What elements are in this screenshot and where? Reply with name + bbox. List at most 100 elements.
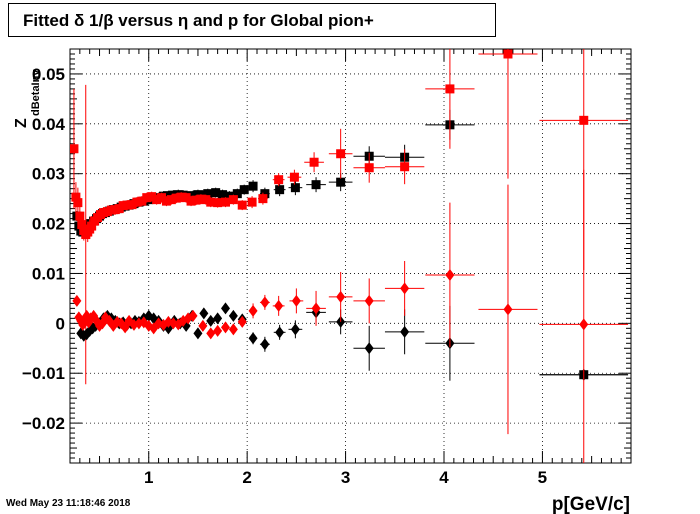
data-marks (70, 49, 629, 463)
y-tick-label: 0 (56, 314, 65, 333)
data-point (336, 290, 346, 303)
data-point (203, 189, 213, 199)
data-point (70, 144, 79, 154)
data-point (73, 198, 83, 208)
data-point (221, 321, 231, 334)
data-point (201, 195, 211, 205)
data-point (213, 324, 223, 337)
data-point (237, 200, 247, 210)
data-point (127, 200, 137, 210)
data-point (87, 221, 97, 231)
plot-frame (69, 48, 632, 464)
y-tick-label: 0.01 (32, 264, 65, 283)
y-axis-label-main: Z (13, 118, 30, 128)
data-point (336, 177, 346, 187)
data-point (137, 196, 147, 206)
data-point (142, 193, 152, 203)
data-point (260, 189, 270, 199)
y-tick-label: 0.05 (32, 65, 65, 84)
grid (70, 49, 631, 463)
data-point (213, 312, 223, 325)
data-point (221, 197, 231, 207)
y-axis-label-sub: dBetaInv (30, 69, 42, 116)
data-point (503, 303, 513, 316)
data-point (247, 197, 257, 207)
data-point (248, 304, 258, 317)
data-point (260, 296, 270, 309)
data-point (400, 325, 410, 338)
data-point (196, 194, 206, 204)
data-point (228, 309, 238, 322)
data-point (445, 268, 455, 281)
data-point (400, 162, 410, 172)
series-3 (72, 169, 629, 463)
x-tick-label: 4 (439, 468, 449, 487)
data-point (579, 115, 589, 125)
data-point (503, 49, 513, 59)
data-point (166, 195, 176, 205)
y-tick-label: −0.02 (22, 414, 65, 433)
data-point (206, 327, 216, 340)
data-point (213, 198, 223, 208)
x-tick-label: 5 (538, 468, 547, 487)
data-point (237, 315, 247, 328)
data-point (248, 181, 258, 191)
data-point (274, 175, 284, 185)
data-point (364, 163, 374, 173)
y-tick-label: 0.03 (32, 165, 65, 184)
x-tick-label: 1 (144, 468, 153, 487)
chart-title: Fitted δ 1/β versus η and p for Global p… (23, 11, 374, 30)
data-point (232, 189, 242, 199)
series-1 (70, 49, 629, 385)
data-point (364, 342, 374, 355)
data-point (206, 197, 216, 207)
timestamp: Wed May 23 11:18:46 2018 (6, 498, 131, 509)
x-tick-label: 3 (341, 468, 350, 487)
y-axis-label: Z dBetaInv (13, 69, 42, 128)
axes: 1 2 3 4 5 −0.02 −0.01 0 0.01 0.02 0.03 0.04 0.05 (22, 48, 632, 487)
data-point (186, 196, 196, 206)
data-point (228, 323, 238, 336)
data-point (171, 193, 181, 203)
data-point (211, 188, 221, 198)
data-point (176, 192, 186, 202)
data-point (181, 193, 191, 203)
data-point (193, 327, 203, 340)
data-point (290, 183, 300, 193)
y-tick-label: 0.04 (32, 115, 66, 134)
data-point (157, 193, 167, 203)
x-axis-label: p[GeV/c] (552, 494, 630, 514)
data-point (336, 149, 346, 159)
data-point (132, 197, 142, 207)
data-point (191, 195, 201, 205)
data-point (275, 326, 285, 339)
y-tick-label: −0.01 (22, 364, 65, 383)
data-point (71, 192, 81, 202)
data-point (239, 185, 249, 195)
data-point (290, 323, 300, 336)
data-point (147, 192, 157, 202)
data-point (75, 211, 85, 221)
data-point (258, 194, 268, 204)
data-point (188, 309, 198, 322)
data-point (260, 338, 270, 351)
data-point (152, 195, 162, 205)
x-tick-label: 2 (242, 468, 251, 487)
data-point (199, 307, 209, 320)
data-point (228, 195, 238, 205)
data-point (72, 294, 82, 307)
data-point (291, 294, 301, 307)
data-point (161, 196, 171, 206)
y-tick-label: 0.02 (32, 215, 65, 234)
data-layer (70, 49, 629, 463)
data-point (400, 282, 410, 295)
data-point (122, 200, 132, 210)
data-point (77, 220, 87, 230)
data-point (218, 190, 228, 200)
data-point (198, 319, 208, 332)
data-point (289, 172, 299, 182)
data-point (248, 332, 258, 345)
data-point (445, 84, 455, 94)
data-point (311, 180, 321, 190)
